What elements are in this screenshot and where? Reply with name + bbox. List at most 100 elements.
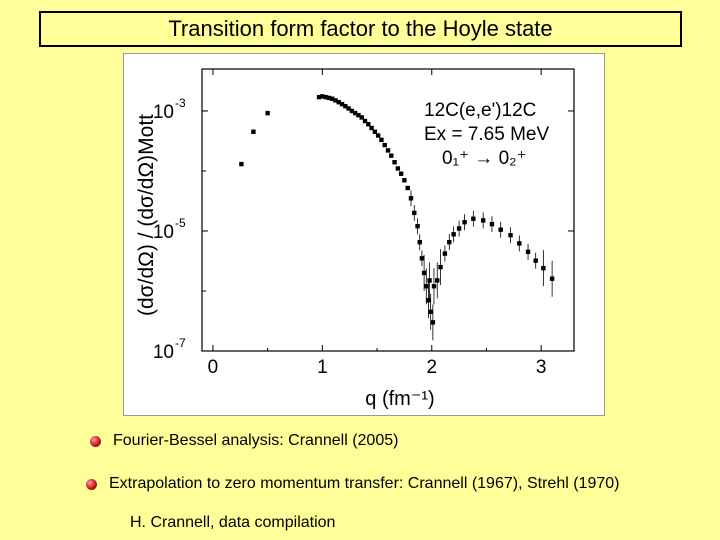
x-axis-label: q (fm⁻¹) — [365, 388, 434, 410]
data-point — [517, 235, 522, 252]
data-point — [352, 110, 358, 116]
x-tick-label: 0 — [208, 357, 219, 378]
y-tick-label: 10 — [153, 222, 174, 243]
data-point — [395, 166, 401, 171]
bullet-text: Fourier-Bessel analysis: Crannell (2005) — [113, 432, 399, 449]
data-marker — [239, 161, 244, 167]
data-marker — [336, 99, 341, 105]
bullet-item: Extrapolation to zero momentum transfer:… — [86, 475, 619, 493]
annotation-transition: 0₁⁺ → 0₂⁺ — [442, 148, 527, 169]
y-axis-label: (dσ/dΩ) / (dσ/dΩ)Mott — [135, 114, 158, 316]
data-marker — [489, 221, 495, 227]
data-point — [471, 210, 476, 227]
data-point — [398, 171, 404, 176]
data-point — [431, 268, 437, 305]
bullet-icon — [86, 478, 97, 490]
data-point — [462, 214, 467, 231]
data-point — [369, 125, 374, 131]
data-marker — [349, 108, 355, 114]
x-tick-label: 2 — [426, 357, 437, 378]
data-point — [382, 142, 387, 148]
data-marker — [525, 249, 531, 254]
data-point — [417, 234, 422, 251]
data-point — [489, 216, 495, 233]
data-marker — [382, 142, 387, 148]
data-point — [366, 122, 371, 127]
data-marker — [372, 129, 378, 134]
bullet-icon — [90, 435, 101, 447]
data-marker — [330, 96, 335, 101]
data-point — [419, 250, 425, 267]
slide-title: Transition form factor to the Hoyle stat… — [39, 11, 682, 47]
data-point — [525, 243, 531, 260]
data-point — [389, 153, 394, 158]
data-marker — [424, 284, 429, 289]
data-marker — [343, 103, 348, 109]
data-point — [435, 262, 440, 299]
data-marker — [316, 94, 322, 100]
data-marker — [471, 216, 476, 221]
data-marker — [417, 240, 422, 245]
data-point — [405, 185, 410, 191]
data-marker — [346, 106, 351, 111]
plot-frame — [201, 68, 575, 352]
data-point — [379, 137, 384, 143]
data-marker — [541, 265, 546, 271]
data-point — [447, 234, 452, 251]
data-point — [239, 161, 244, 167]
data-marker — [447, 240, 452, 245]
data-point — [336, 99, 341, 105]
data-marker — [428, 309, 433, 314]
data-marker — [320, 94, 325, 99]
data-point — [346, 106, 351, 111]
data-marker — [359, 115, 364, 120]
data-marker — [405, 185, 410, 191]
credit-text: H. Crannell, data compilation — [130, 514, 336, 531]
data-marker — [430, 320, 436, 325]
y-tick-exponent: -7 — [175, 336, 186, 350]
data-marker — [398, 171, 404, 176]
data-point — [385, 148, 391, 153]
data-marker — [339, 101, 345, 107]
data-marker — [251, 129, 256, 134]
data-point — [251, 129, 256, 134]
data-point — [430, 304, 436, 341]
data-point — [359, 115, 364, 120]
data-marker — [480, 218, 486, 223]
bullet-text: Extrapolation to zero momentum transfer:… — [109, 475, 620, 492]
data-point — [333, 98, 338, 103]
data-marker — [352, 110, 358, 116]
data-marker — [362, 118, 368, 124]
y-tick-exponent: -5 — [175, 216, 186, 230]
data-marker — [395, 166, 401, 171]
data-point — [533, 252, 538, 269]
data-marker — [442, 251, 448, 256]
chart-figure: 0 1 2 3 10 -3 10 -5 10 -7 (dσ/dΩ) / (dσ/dΩ)Mott q… — [123, 53, 605, 416]
data-point — [451, 226, 456, 243]
data-point — [541, 250, 546, 287]
data-marker — [456, 226, 462, 231]
data-point — [412, 204, 417, 221]
data-point — [372, 129, 378, 134]
data-point — [498, 221, 503, 238]
data-point — [427, 262, 432, 299]
data-marker — [517, 241, 522, 246]
data-marker — [412, 210, 417, 216]
data-point — [339, 101, 345, 107]
data-point — [480, 212, 486, 229]
data-point — [549, 260, 555, 297]
data-marker — [435, 278, 440, 283]
data-marker — [533, 258, 538, 263]
y-tick-exponent: -3 — [175, 96, 186, 110]
annotation-energy: Ex = 7.65 MeV — [424, 124, 549, 145]
data-point — [438, 249, 443, 286]
data-point — [415, 218, 420, 235]
data-marker — [356, 112, 361, 118]
data-marker — [323, 94, 328, 100]
data-marker — [379, 137, 384, 143]
data-marker — [369, 125, 374, 131]
data-point — [442, 245, 448, 262]
data-marker — [426, 298, 431, 303]
data-marker — [431, 284, 437, 289]
data-point — [508, 227, 513, 244]
